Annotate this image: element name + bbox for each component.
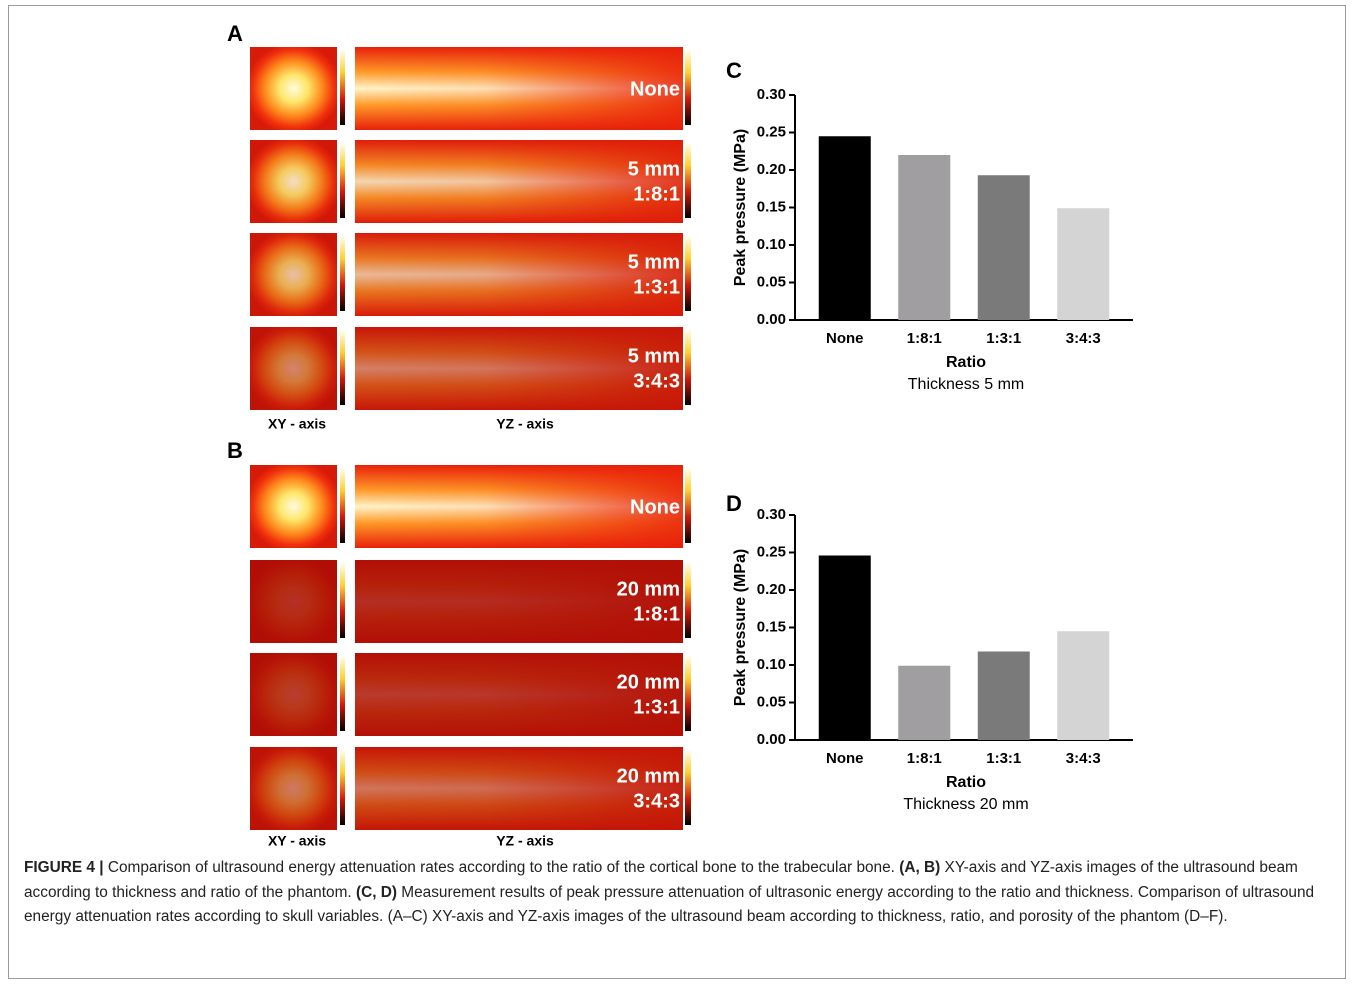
xy-colorbar — [340, 330, 345, 405]
bar — [819, 136, 871, 320]
caption-ref: (C, D) — [356, 884, 397, 901]
row-label: 3:4:3 — [633, 790, 680, 812]
x-tick-label: 3:4:3 — [1066, 330, 1101, 347]
y-tick-label: 0.10 — [757, 656, 786, 673]
y-tick-label: 0.15 — [757, 618, 786, 635]
chart-subtitle: Thickness 20 mm — [903, 796, 1028, 813]
y-tick-label: 0.25 — [757, 123, 786, 140]
yz-colorbar — [685, 750, 691, 825]
y-tick-label: 0.00 — [757, 731, 786, 748]
bar — [978, 652, 1030, 741]
row-label: 1:8:1 — [633, 603, 680, 625]
bar — [819, 556, 871, 741]
yz-dim — [355, 747, 683, 830]
x-tick-label: None — [826, 330, 864, 347]
xy-dim — [250, 747, 337, 830]
x-axis-label: Ratio — [946, 354, 986, 371]
page: A None 5 mm 1:8:1 5 mm 1:3:1 5 mm 3:4:3 XY - axi… — [0, 0, 1356, 986]
yz-dim — [355, 560, 683, 643]
row-label: 20 mm — [617, 765, 680, 787]
row-label: None — [630, 78, 680, 100]
yz-colorbar — [685, 236, 691, 311]
caption-label: FIGURE 4 | — [24, 859, 104, 876]
figure-caption: FIGURE 4 | Comparison of ultrasound ener… — [24, 856, 1334, 930]
bar-charts: C 0.00 0.05 0.10 0.15 0.20 0.25 0.30 None 1:8:1 1:… — [726, 58, 1133, 813]
yz-axis-label: YZ - axis — [496, 416, 554, 432]
row-label: 1:3:1 — [633, 696, 680, 718]
y-tick-label: 0.05 — [757, 273, 786, 290]
row-label: 20 mm — [617, 578, 680, 600]
xy-colorbar — [340, 50, 345, 125]
y-tick-label: 0.30 — [757, 506, 786, 523]
xy-axis-label: XY - axis — [268, 416, 326, 432]
chart-subtitle: Thickness 5 mm — [908, 376, 1024, 393]
x-tick-label: 3:4:3 — [1066, 750, 1101, 767]
panel-letter: B — [227, 438, 243, 463]
xy-dim — [250, 653, 337, 736]
x-tick-label: 1:3:1 — [986, 750, 1021, 767]
row-label: 1:3:1 — [633, 276, 680, 298]
caption-ref: (A, B) — [899, 859, 940, 876]
bar — [1057, 208, 1109, 320]
y-tick-label: 0.10 — [757, 236, 786, 253]
yz-colorbar — [685, 143, 691, 218]
yz-colorbar — [685, 563, 691, 638]
bar — [898, 155, 950, 320]
yz-colorbar — [685, 50, 691, 125]
xy-colorbar — [340, 563, 345, 638]
xy-colorbar — [340, 468, 345, 543]
x-tick-label: 1:8:1 — [907, 330, 942, 347]
x-tick-label: None — [826, 750, 864, 767]
yz-dim — [355, 327, 683, 410]
xy-dim — [250, 140, 337, 223]
row-label: 20 mm — [617, 671, 680, 693]
y-tick-label: 0.25 — [757, 543, 786, 560]
y-tick-label: 0.20 — [757, 161, 786, 178]
bar — [898, 666, 950, 740]
x-tick-label: 1:3:1 — [986, 330, 1021, 347]
row-label: 5 mm — [628, 345, 680, 367]
bar — [978, 175, 1030, 320]
figure: A None 5 mm 1:8:1 5 mm 1:3:1 5 mm 3:4:3 XY - axi… — [0, 0, 1356, 850]
yz-dim — [355, 140, 683, 223]
xy-dim — [250, 327, 337, 410]
yz-dim — [355, 233, 683, 316]
xy-dim — [250, 233, 337, 316]
y-tick-label: 0.15 — [757, 198, 786, 215]
xy-colorbar — [340, 236, 345, 311]
row-label: 3:4:3 — [633, 370, 680, 392]
yz-colorbar — [685, 656, 691, 731]
y-axis-label: Peak pressure (MPa) — [732, 129, 749, 286]
caption-text: Comparison of ultrasound energy attenuat… — [104, 859, 900, 876]
xy-axis-label: XY - axis — [268, 833, 326, 849]
yz-dim — [355, 653, 683, 736]
heatmap-panels: A None 5 mm 1:8:1 5 mm 1:3:1 5 mm 3:4:3 XY - axi… — [227, 21, 691, 849]
xy-dim — [250, 560, 337, 643]
bar-chart: C 0.00 0.05 0.10 0.15 0.20 0.25 0.30 None 1:8:1 1:… — [726, 58, 1133, 393]
yz-colorbar — [685, 468, 691, 543]
y-tick-label: 0.05 — [757, 693, 786, 710]
panel-letter: A — [227, 21, 243, 46]
xy-colorbar — [340, 750, 345, 825]
y-tick-label: 0.30 — [757, 86, 786, 103]
row-label: None — [630, 496, 680, 518]
y-axis-label: Peak pressure (MPa) — [732, 549, 749, 706]
xy-colorbar — [340, 656, 345, 731]
bar-chart: D 0.00 0.05 0.10 0.15 0.20 0.25 0.30 None 1:8:1 1:… — [726, 491, 1133, 813]
panel-letter: D — [726, 491, 742, 516]
row-label: 5 mm — [628, 251, 680, 273]
row-label: 5 mm — [628, 158, 680, 180]
x-tick-label: 1:8:1 — [907, 750, 942, 767]
yz-axis-label: YZ - axis — [496, 833, 554, 849]
panel-letter: C — [726, 58, 742, 83]
yz-colorbar — [685, 330, 691, 405]
y-tick-label: 0.00 — [757, 311, 786, 328]
xy-colorbar — [340, 143, 345, 218]
row-label: 1:8:1 — [633, 183, 680, 205]
bar — [1057, 631, 1109, 740]
y-tick-label: 0.20 — [757, 581, 786, 598]
x-axis-label: Ratio — [946, 774, 986, 791]
